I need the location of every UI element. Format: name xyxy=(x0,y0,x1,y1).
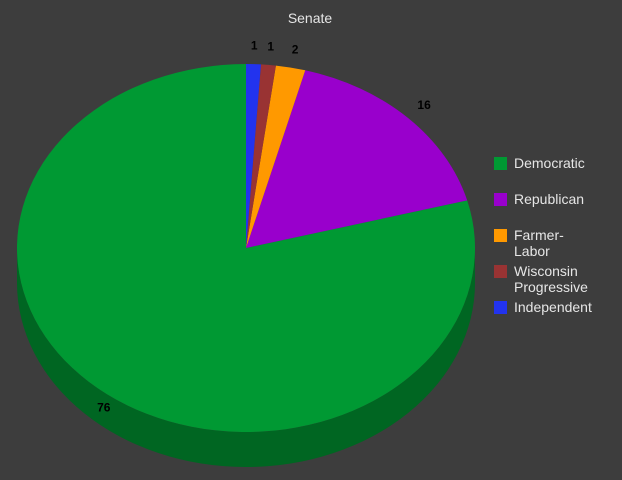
pie-sides xyxy=(17,248,475,467)
value-label-independent: 1 xyxy=(251,39,258,53)
value-label-democratic: 76 xyxy=(97,400,111,414)
legend-label-democratic: Democratic xyxy=(514,155,585,171)
legend-label-wisconsin-progressive: Wisconsin Progressive xyxy=(514,263,588,295)
legend-swatch-farmer-labor xyxy=(494,229,507,242)
legend-swatch-democratic xyxy=(494,157,507,170)
legend-label-farmer-labor: Farmer-Labor xyxy=(514,227,564,259)
legend-item-democratic: Democratic xyxy=(494,155,585,171)
value-label-wisconsin-progressive: 1 xyxy=(267,40,274,54)
value-label-farmer-labor: 2 xyxy=(292,43,299,57)
legend-label-republican: Republican xyxy=(514,191,584,207)
value-label-republican: 16 xyxy=(417,98,431,112)
legend-item-wisconsin-progressive: Wisconsin Progressive xyxy=(494,263,588,295)
pie-slice-farmer-labor xyxy=(246,65,306,248)
legend-swatch-republican xyxy=(494,193,507,206)
legend-item-republican: Republican xyxy=(494,191,584,207)
legend-swatch-wisconsin-progressive xyxy=(494,265,507,278)
legend-label-independent: Independent xyxy=(514,299,592,315)
pie-slice-democratic xyxy=(17,64,476,433)
pie-labels: 76 16 2 11 xyxy=(97,39,431,415)
pie-top xyxy=(17,64,476,433)
chart-title: Senate xyxy=(288,10,333,26)
legend-item-independent: Independent xyxy=(494,299,592,315)
pie-slice-independent xyxy=(246,64,261,248)
pie-side-democratic xyxy=(17,248,475,467)
pie-slice-republican xyxy=(246,70,468,248)
legend-swatch-independent xyxy=(494,301,507,314)
legend: Democratic Republican Farmer-Labor Wisconsi… xyxy=(494,155,592,315)
pie-slice-wisconsin-progressive xyxy=(246,64,276,249)
legend-item-farmer-labor: Farmer-Labor xyxy=(494,227,564,259)
